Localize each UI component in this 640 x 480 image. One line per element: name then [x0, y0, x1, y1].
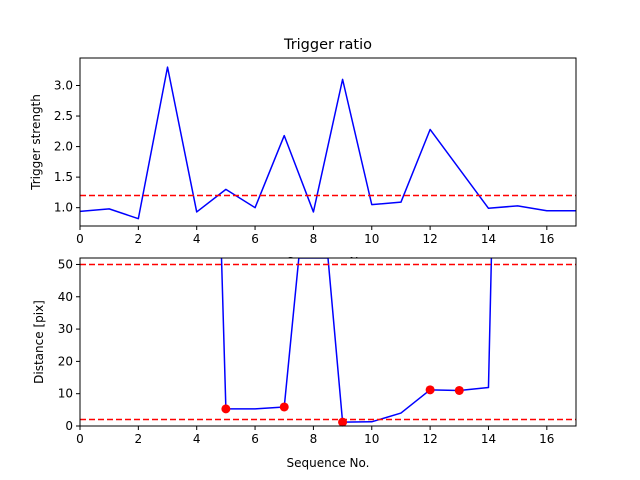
series-layer	[80, 66, 576, 220]
x-tick-label: 2	[135, 432, 143, 446]
y-tick-label: 2.0	[54, 140, 73, 154]
x-tick-label: 8	[310, 232, 318, 246]
plot-frame	[79, 257, 577, 427]
y-tick-label: 1.5	[54, 170, 73, 184]
x-tick-label: 4	[193, 232, 201, 246]
x-tick-label: 12	[422, 232, 437, 246]
x-tick-label: 10	[364, 432, 379, 446]
y-tick-label: 50	[58, 257, 73, 271]
x-tick-label: 4	[193, 432, 201, 446]
data-point	[454, 385, 464, 395]
tick-layer: 0 2 4 6 8 10 12 14 16 1.0 1.5 2.0 2.5 3.0	[54, 78, 555, 246]
x-tick-label: 16	[539, 432, 554, 446]
data-point	[221, 404, 231, 414]
x-tick-label: 14	[481, 432, 496, 446]
data-point	[279, 402, 289, 412]
x-tick-label: 14	[481, 232, 496, 246]
x-tick-label: 6	[251, 432, 259, 446]
y-tick-label: 30	[58, 322, 73, 336]
series-line	[80, 66, 576, 220]
y-tick-label: 10	[58, 387, 73, 401]
y-tick-label: 40	[58, 290, 73, 304]
y-tick-label: 1.0	[54, 201, 73, 215]
tick-layer: 0 2 4 6 8 10 12 14 16 0 10 20 30 40 50	[58, 257, 555, 446]
x-axis-label: Sequence No.	[287, 456, 370, 470]
y-tick-label: 2.5	[54, 109, 73, 123]
y-axis-label: Trigger strength	[29, 94, 43, 191]
plot-background	[80, 258, 576, 426]
data-point	[425, 385, 435, 395]
y-tick-label: 3.0	[54, 78, 73, 92]
y-tick-label: 20	[58, 354, 73, 368]
panel-title: Trigger ratio	[283, 37, 372, 53]
x-tick-label: 2	[135, 232, 143, 246]
series-layer	[80, 258, 576, 427]
y-tick-label: 0	[65, 419, 73, 433]
x-tick-label: 0	[76, 232, 84, 246]
x-tick-label: 12	[422, 432, 437, 446]
x-tick-label: 16	[539, 232, 554, 246]
x-tick-label: 10	[364, 232, 379, 246]
data-point	[338, 417, 348, 427]
x-tick-label: 6	[251, 232, 259, 246]
y-axis-label: Distance [pix]	[32, 300, 46, 384]
x-tick-label: 0	[76, 432, 84, 446]
x-tick-label: 8	[310, 432, 318, 446]
plot-frame	[79, 57, 577, 227]
